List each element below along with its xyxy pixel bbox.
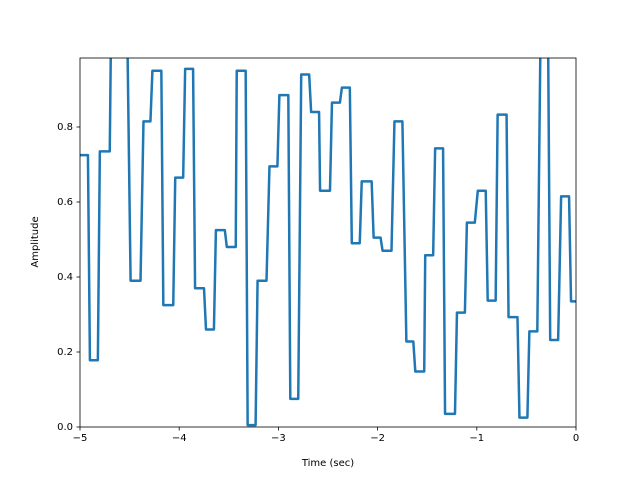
y-tick-label: 0.2 [57, 347, 73, 358]
axes-frame [79, 57, 577, 428]
x-tick-label: −3 [271, 433, 286, 444]
y-axis-label: Amplitude [30, 216, 41, 267]
x-tick-label: 0 [573, 433, 579, 444]
x-tick-label: −2 [370, 433, 385, 444]
x-tick-label: −5 [73, 433, 88, 444]
y-tick-label: 0.6 [57, 197, 73, 208]
x-tick-label: −1 [469, 433, 484, 444]
x-tick-label: −4 [172, 433, 187, 444]
y-tick-label: 0.8 [57, 122, 73, 133]
data-line [80, 58, 576, 427]
y-tick-label: 0.0 [57, 422, 73, 433]
y-tick-label: 0.4 [57, 272, 73, 283]
x-axis-label: Time (sec) [301, 458, 354, 469]
